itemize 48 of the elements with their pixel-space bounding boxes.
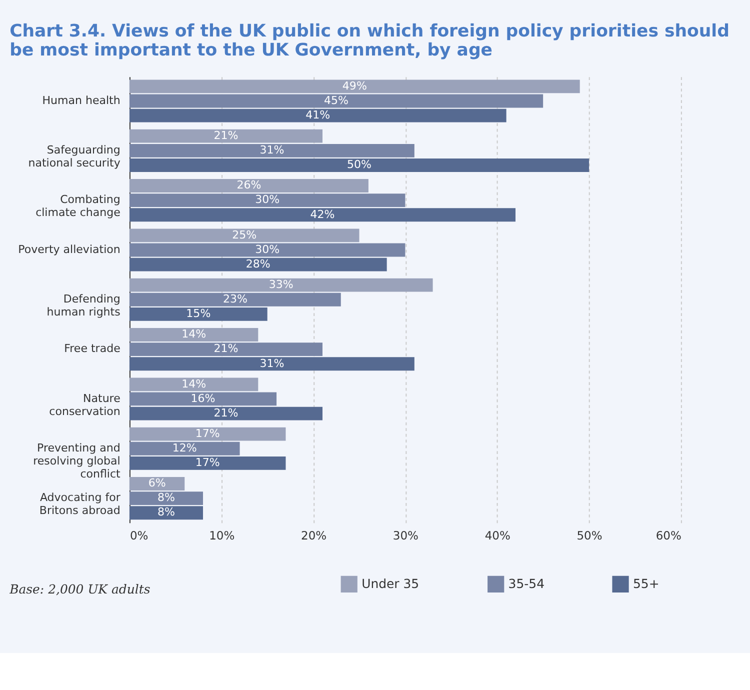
x-tick-label: 20% bbox=[301, 528, 327, 542]
data-label: 30% bbox=[255, 242, 280, 256]
y-tick-label: Defending human rights bbox=[46, 292, 121, 318]
y-tick-label: Poverty alleviation bbox=[18, 242, 120, 256]
data-label: 25% bbox=[232, 228, 257, 242]
data-label: 31% bbox=[260, 144, 284, 157]
data-label: 33% bbox=[268, 278, 294, 291]
data-label: 30% bbox=[255, 193, 280, 206]
data-label: 31% bbox=[260, 356, 284, 370]
y-tick-label: Preventing and resolving global conflict bbox=[33, 442, 122, 480]
legend-label: 55+ bbox=[632, 576, 660, 592]
legend-label: 35-54 bbox=[508, 576, 545, 592]
data-label: 8% bbox=[158, 491, 175, 504]
data-label: 21% bbox=[214, 406, 238, 420]
data-label: 42% bbox=[310, 208, 335, 221]
legend-label: Under 35 bbox=[362, 576, 420, 592]
data-label: 6% bbox=[148, 476, 166, 490]
data-label: 49% bbox=[342, 79, 367, 92]
y-tick-label: Safeguarding national security bbox=[28, 144, 121, 170]
data-label: 45% bbox=[324, 94, 349, 107]
data-label: 14% bbox=[182, 328, 206, 341]
x-tick-label: 30% bbox=[392, 528, 419, 542]
data-label: 21% bbox=[214, 128, 238, 142]
data-label: 28% bbox=[246, 257, 270, 270]
data-label: 41% bbox=[306, 108, 330, 122]
data-label: 23% bbox=[222, 292, 248, 306]
x-tick-label: 50% bbox=[576, 528, 602, 542]
y-tick-label: Free trade bbox=[64, 342, 121, 356]
x-tick-label: 60% bbox=[656, 528, 682, 542]
data-label: 16% bbox=[190, 392, 216, 405]
data-label: 14% bbox=[182, 377, 206, 390]
data-label: 17% bbox=[195, 426, 220, 440]
x-tick-label: 10% bbox=[209, 528, 235, 542]
y-tick-label: Human health bbox=[42, 94, 120, 107]
y-tick-label: Advocating for Britons abroad bbox=[39, 491, 121, 518]
data-label: 21% bbox=[214, 342, 238, 356]
y-tick-label: Combating climate change bbox=[36, 193, 121, 220]
data-label: 17% bbox=[195, 456, 220, 470]
data-label: 15% bbox=[186, 307, 211, 320]
text: Base: 2,000 UK adults bbox=[8, 582, 150, 597]
chart-title: Chart 3.4. Views of the UK public on which foreign policy priorities should be most important to the UK Government, by age bbox=[10, 21, 730, 61]
data-label: 26% bbox=[236, 178, 262, 192]
x-tick-label: 40% bbox=[484, 528, 510, 542]
y-tick-label: Nature conservation bbox=[49, 392, 121, 418]
data-label: 50% bbox=[347, 158, 372, 172]
data-label: 8% bbox=[158, 506, 175, 519]
x-tick-label: 0% bbox=[130, 528, 148, 542]
data-label: 12% bbox=[172, 442, 197, 455]
